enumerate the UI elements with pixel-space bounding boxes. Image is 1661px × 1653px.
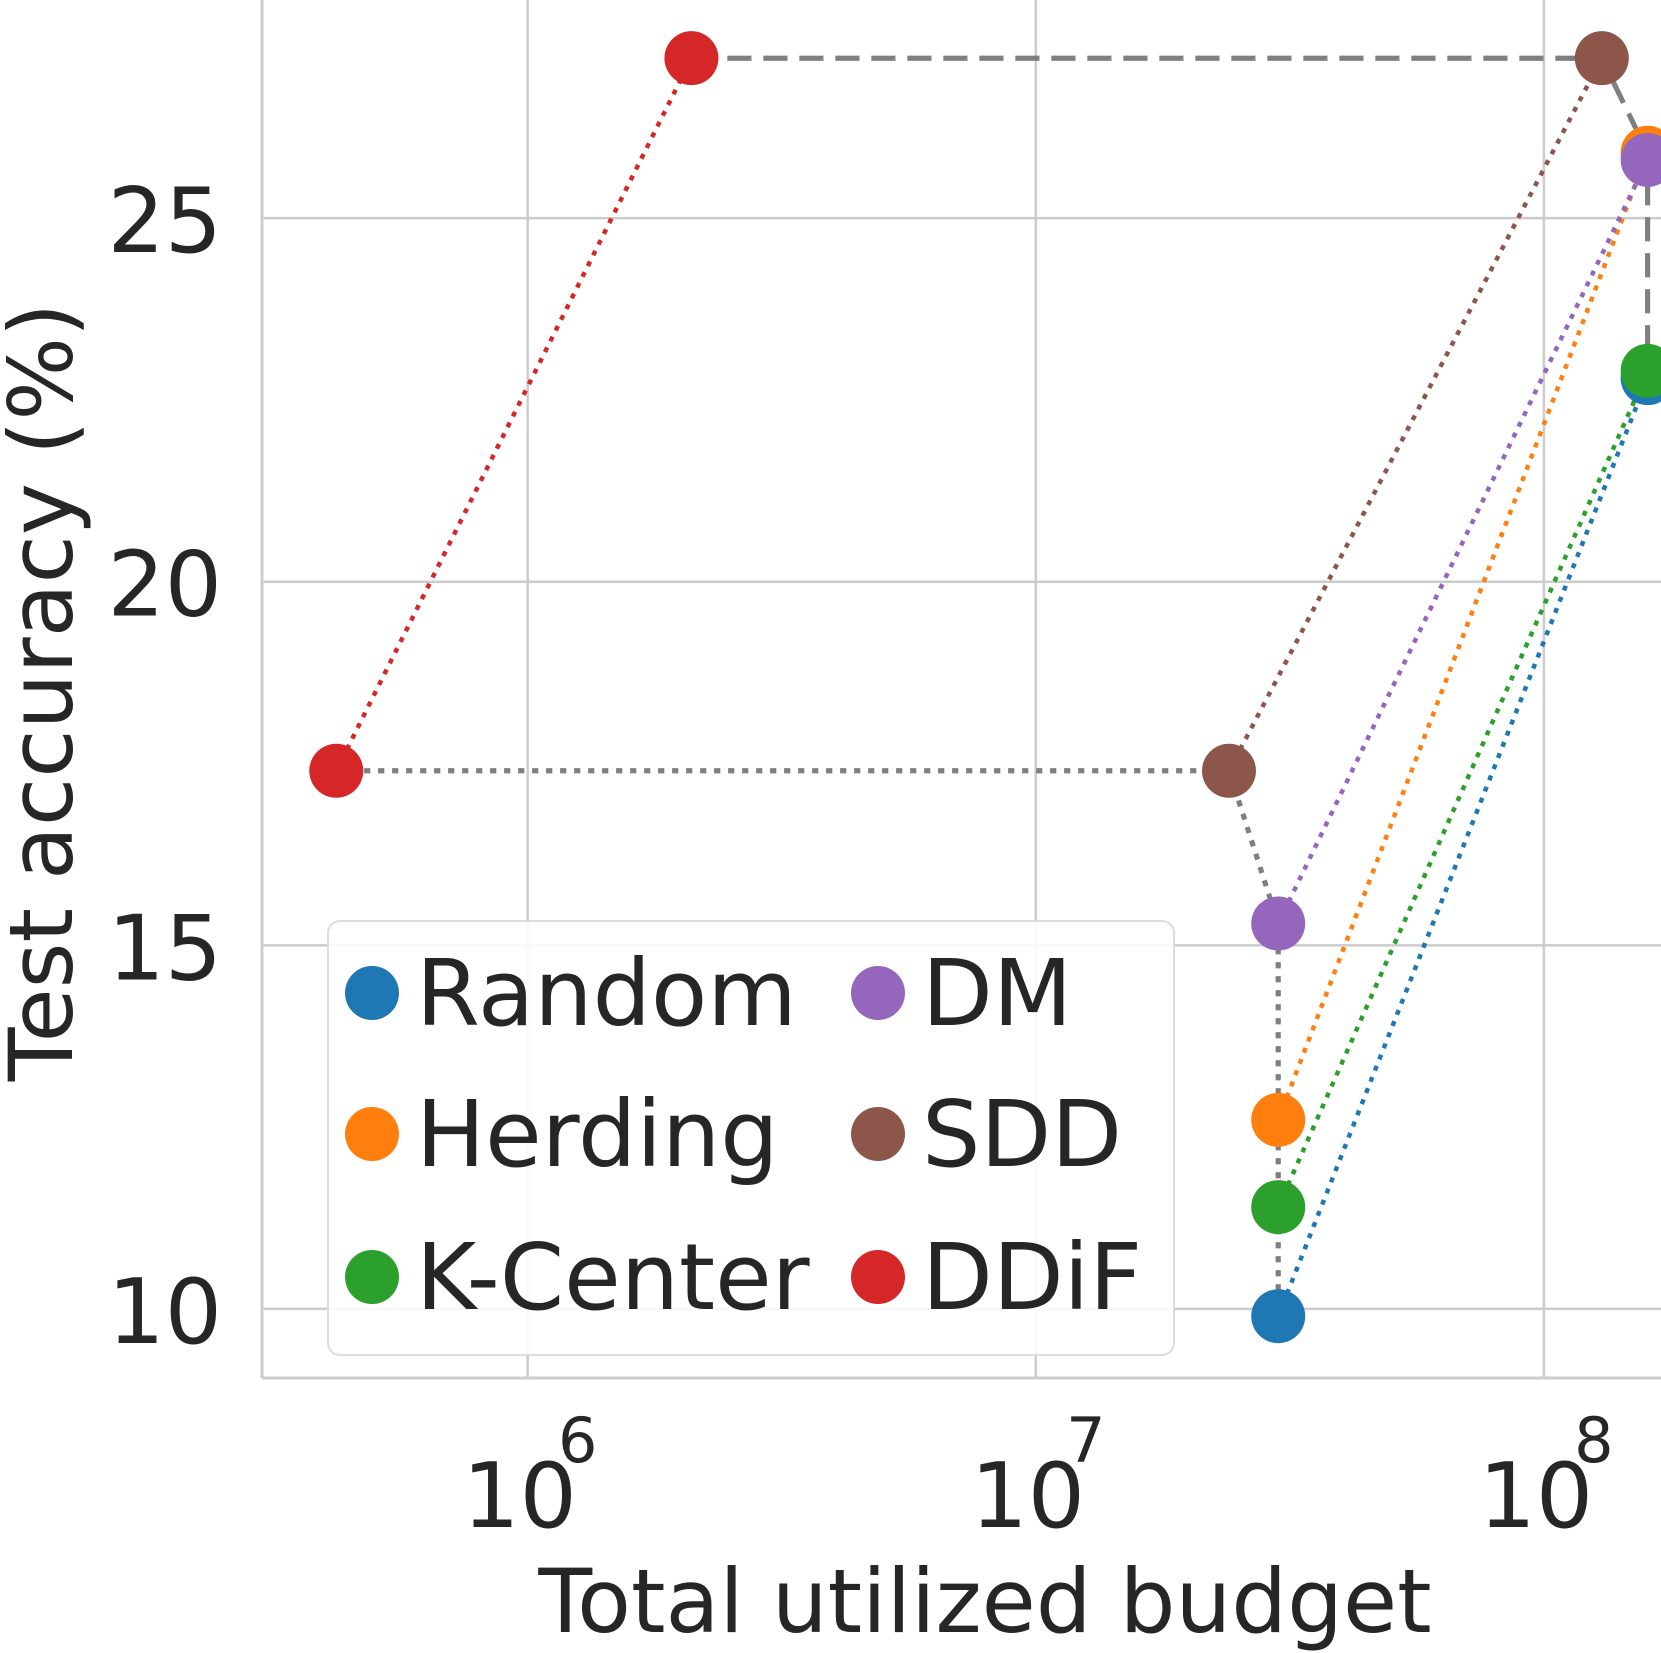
data-points bbox=[309, 31, 1661, 1344]
x-tick-label-exponent: 8 bbox=[1574, 1404, 1613, 1477]
point-dm bbox=[1251, 896, 1306, 951]
point-k-center bbox=[1251, 1180, 1306, 1235]
x-tick-label-exponent: 6 bbox=[558, 1404, 597, 1477]
legend-marker-random bbox=[345, 966, 399, 1020]
connector-lines bbox=[334, 57, 1650, 1318]
legend-marker-sdd bbox=[851, 1107, 905, 1161]
x-tick-label-base: 10 bbox=[1479, 1444, 1594, 1549]
series-line-ddif bbox=[334, 57, 694, 772]
point-herding bbox=[1251, 1092, 1306, 1147]
series-line-herding bbox=[1276, 151, 1650, 1121]
legend-marker-k-center bbox=[345, 1250, 399, 1304]
legend-marker-ddif bbox=[851, 1250, 905, 1304]
point-ddif bbox=[664, 31, 719, 86]
y-axis-title: Test accuracy (%) bbox=[0, 303, 93, 1083]
point-ddif bbox=[309, 743, 364, 798]
series-line-sdd bbox=[1227, 57, 1604, 772]
legend-label-k-center: K-Center bbox=[416, 1224, 810, 1331]
legend-marker-dm bbox=[851, 966, 905, 1020]
y-tick-label: 15 bbox=[107, 896, 222, 1001]
legend-label-random: Random bbox=[416, 940, 797, 1047]
point-sdd bbox=[1574, 31, 1629, 86]
point-dm bbox=[1620, 132, 1661, 187]
series-line-random bbox=[1276, 377, 1650, 1318]
legend: Random Herding K-Center DM SDD DDiF bbox=[327, 920, 1175, 1356]
y-tick-label: 25 bbox=[107, 169, 222, 274]
x-tick-label-base: 10 bbox=[462, 1444, 577, 1549]
legend-label-herding: Herding bbox=[416, 1081, 779, 1188]
x-axis-title: Total utilized budget bbox=[537, 1550, 1431, 1653]
legend-label-dm: DM bbox=[922, 940, 1072, 1047]
series-line-k-center bbox=[1276, 369, 1650, 1209]
legend-label-ddif: DDiF bbox=[922, 1224, 1142, 1331]
legend-label-sdd: SDD bbox=[922, 1081, 1122, 1188]
x-tick-label-exponent: 7 bbox=[1066, 1404, 1105, 1477]
legend-box bbox=[327, 920, 1175, 1356]
y-tick-label: 10 bbox=[107, 1260, 222, 1365]
point-k-center bbox=[1620, 343, 1661, 398]
point-random bbox=[1251, 1289, 1306, 1344]
x-tick-label-base: 10 bbox=[971, 1444, 1086, 1549]
frontier-overlay-dashed bbox=[691, 55, 1651, 379]
series-line-dm bbox=[1276, 159, 1650, 925]
point-sdd bbox=[1201, 743, 1256, 798]
legend-marker-herding bbox=[345, 1107, 399, 1161]
y-tick-label: 20 bbox=[107, 533, 222, 638]
